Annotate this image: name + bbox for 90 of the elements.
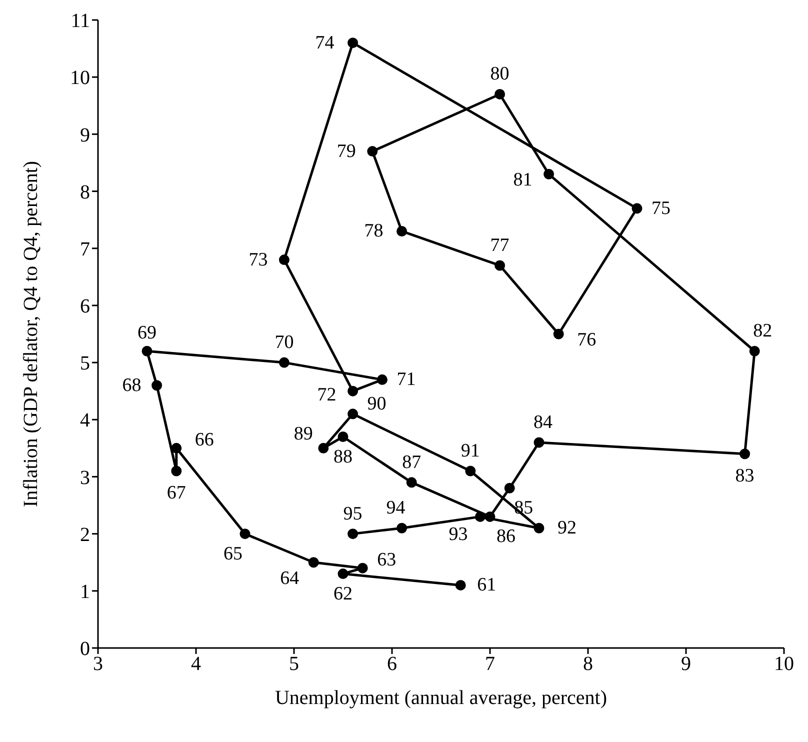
annotation: 69	[138, 322, 156, 344]
y-tick-label: 11	[70, 10, 90, 32]
annotation: 67	[166, 482, 186, 504]
annotation: 65	[224, 543, 242, 564]
annotation: 91	[460, 440, 480, 462]
y-tick-label: 9	[80, 124, 90, 146]
point	[474, 511, 486, 522]
point	[348, 386, 358, 396]
annotation: 82	[753, 320, 772, 342]
point	[318, 442, 329, 454]
point	[544, 168, 554, 180]
annotation: 95	[343, 503, 362, 524]
annotation: 64	[280, 568, 300, 589]
point	[357, 562, 368, 574]
point	[171, 466, 182, 476]
point	[553, 328, 564, 340]
annotation: 88	[334, 446, 352, 468]
y-tick-label: 5	[80, 352, 90, 375]
y-tick-label: 8	[80, 181, 90, 204]
point	[740, 448, 750, 460]
point	[152, 380, 162, 391]
x-axis-title: Unemployment (annual average, percent)	[274, 687, 608, 709]
annotation: 72	[317, 384, 336, 406]
y-tick-label: 1	[80, 581, 90, 604]
point	[240, 528, 250, 540]
point	[142, 346, 152, 356]
point	[455, 580, 466, 590]
annotation: 90	[367, 393, 386, 414]
annotation: 73	[248, 249, 268, 270]
annotation: 89	[294, 424, 313, 445]
annotation: 86	[496, 526, 516, 548]
point	[504, 482, 515, 494]
y-tick-label: 10	[70, 67, 90, 90]
annotation: 94	[386, 498, 406, 519]
x-tick-label: 9	[681, 653, 691, 676]
point	[406, 477, 417, 488]
point	[749, 346, 760, 356]
annotation: 61	[477, 574, 496, 596]
point	[632, 203, 642, 214]
point	[278, 254, 290, 266]
x-tick-label: 10	[774, 653, 794, 676]
annotation: 80	[490, 64, 510, 85]
annotation: 84	[534, 412, 553, 433]
point	[308, 557, 319, 568]
point	[494, 260, 506, 271]
point	[338, 568, 348, 580]
point	[348, 408, 358, 420]
point	[348, 38, 358, 48]
annotation: 63	[377, 550, 396, 571]
x-tick-label: 7	[485, 653, 495, 676]
annotation: 75	[652, 198, 670, 219]
point	[367, 146, 378, 157]
y-tick-label: 7	[80, 238, 90, 260]
annotation: 87	[402, 452, 422, 473]
point	[396, 226, 408, 236]
x-tick-label: 8	[583, 653, 593, 676]
point	[484, 511, 496, 522]
y-tick-label: 0	[80, 638, 90, 660]
point	[278, 357, 290, 368]
annotation: 76	[577, 330, 596, 350]
point	[534, 522, 544, 534]
annotation: 62	[334, 583, 352, 604]
y-tick-label: 3	[80, 466, 90, 489]
annotation: 83	[735, 465, 754, 486]
annotation: 71	[396, 369, 416, 390]
annotation: 79	[336, 140, 356, 162]
y-tick-label: 4	[80, 410, 90, 432]
annotation: 68	[122, 374, 142, 396]
x-tick-label: 4	[191, 653, 201, 676]
point	[534, 437, 544, 448]
y-tick-label: 2	[80, 524, 90, 546]
point	[338, 432, 348, 442]
x-tick-label: 5	[289, 653, 299, 676]
annotation: 81	[513, 170, 532, 191]
annotation: 93	[448, 524, 468, 546]
point	[376, 374, 388, 385]
annotation: 92	[558, 518, 576, 539]
point	[465, 466, 476, 476]
annotation: 70	[274, 332, 294, 354]
y-tick-label: 6	[80, 296, 90, 318]
annotation: 77	[490, 234, 510, 256]
annotation: 74	[315, 32, 335, 54]
x-tick-label: 6	[387, 653, 397, 676]
point	[494, 88, 506, 100]
annotation: 78	[364, 220, 384, 242]
point	[171, 442, 182, 454]
annotation: 66	[194, 430, 214, 451]
y-axis-title: Inflation (GDP deflator, Q4 to Q4, percent)	[20, 160, 42, 508]
point	[396, 522, 408, 534]
point	[348, 528, 358, 540]
